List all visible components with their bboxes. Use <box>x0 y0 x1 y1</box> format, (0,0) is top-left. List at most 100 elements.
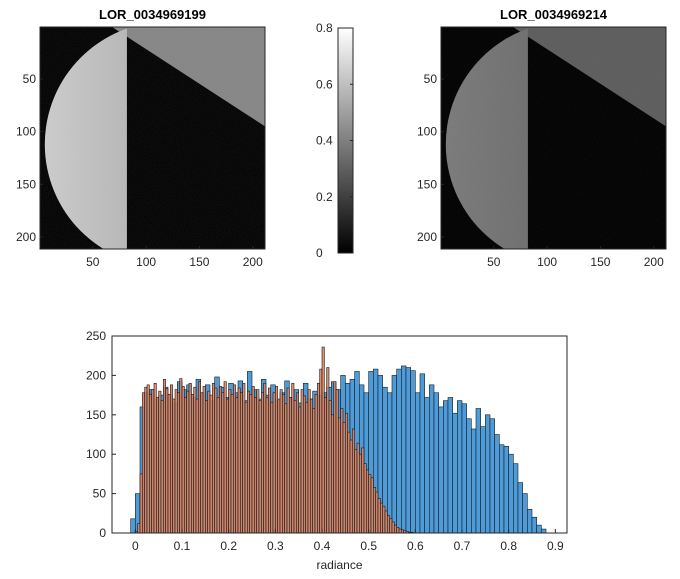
x-tick-label: 0.8 <box>500 539 517 553</box>
histogram: 0 0.1 0.2 0.3 0.4 0.5 0.6 0.7 0.8 0.9 0 50 100 150 20… <box>86 329 568 572</box>
histogram-bar <box>212 382 215 534</box>
histogram-bar <box>233 384 236 534</box>
histogram-bar <box>296 392 299 534</box>
histogram-bar <box>338 417 341 534</box>
histogram-bar <box>317 382 320 534</box>
histogram-bar <box>349 439 353 534</box>
histogram-bar <box>531 516 537 534</box>
histogram-bar <box>137 523 141 534</box>
histogram-bar <box>536 524 542 534</box>
image-panel-2: LOR_0034969214 50 100 150 200 50 100 150 200 <box>417 7 667 269</box>
histogram-bar <box>310 398 313 534</box>
y-tick-label: 250 <box>86 329 106 343</box>
x-tick-label: 100 <box>136 255 156 269</box>
histogram-bar <box>165 388 169 534</box>
histogram-bar <box>415 392 421 534</box>
histogram-bar <box>177 392 180 534</box>
histogram-bar <box>424 397 430 534</box>
histogram-bar <box>193 386 197 534</box>
histogram-bar <box>433 392 439 534</box>
colorbar-tick-label: 0 <box>316 246 323 260</box>
histogram-bar <box>522 493 528 534</box>
histogram-bar <box>240 392 243 534</box>
y-tick-label: 200 <box>86 368 106 382</box>
histogram-bar <box>223 381 227 534</box>
x-tick-label: 0.3 <box>267 539 284 553</box>
histogram-bar <box>354 449 358 534</box>
histogram-series-orange <box>135 346 414 534</box>
histogram-bar <box>160 400 164 534</box>
image-panel-1: LOR_0034969199 50 100 150 200 50 100 150 200 <box>16 7 266 269</box>
histogram-bar <box>230 394 234 534</box>
histogram-bar <box>130 518 136 534</box>
histogram-bar <box>513 463 519 534</box>
histogram-bar <box>347 431 351 534</box>
histogram-bar <box>359 453 362 534</box>
image-1-frame <box>39 26 266 250</box>
x-tick-label: 100 <box>537 255 557 269</box>
image-1-title: LOR_0034969199 <box>99 7 206 22</box>
y-tick-label: 100 <box>16 125 36 139</box>
y-tick-label: 0 <box>99 526 106 540</box>
y-tick-label: 200 <box>16 230 36 244</box>
x-tick-label: 0.5 <box>360 539 377 553</box>
histogram-bar <box>174 389 178 534</box>
colorbar-tick-label: 0.8 <box>316 21 333 35</box>
histogram-bar <box>139 473 143 534</box>
histogram-bar <box>382 505 386 534</box>
x-tick-label: 150 <box>590 255 610 269</box>
histogram-bar <box>214 387 218 534</box>
histogram-bar <box>489 418 495 534</box>
x-tick-label: 200 <box>243 255 263 269</box>
histogram-bar <box>216 397 220 534</box>
histogram-bar <box>508 453 514 534</box>
histogram-bar <box>249 394 253 534</box>
x-tick-label: 0.9 <box>547 539 564 553</box>
histogram-bar <box>377 498 381 534</box>
histogram-bar <box>333 381 337 534</box>
histogram-bar <box>291 382 295 534</box>
histogram-bar <box>305 401 309 534</box>
histogram-bar <box>282 394 285 534</box>
histogram-bar <box>268 387 271 534</box>
histogram-bar <box>186 390 190 534</box>
x-tick-label: 0.6 <box>407 539 424 553</box>
histogram-bar <box>312 408 316 534</box>
x-tick-label: 0.4 <box>314 539 331 553</box>
histogram-bar <box>326 367 330 534</box>
histogram-bar <box>387 515 390 534</box>
histogram-bar <box>391 521 395 534</box>
x-tick-label: 0.7 <box>454 539 471 553</box>
histogram-bar <box>170 384 173 534</box>
histogram-bar <box>284 403 288 534</box>
histogram-bar <box>293 400 297 534</box>
histogram-bar <box>219 386 222 534</box>
histogram-bar <box>517 482 523 534</box>
histogram-bar <box>172 398 176 534</box>
y-tick-label: 150 <box>86 408 106 422</box>
histogram-bar <box>494 434 500 534</box>
y-tick-label: 50 <box>93 487 107 501</box>
x-tick-label: 200 <box>644 255 664 269</box>
x-tick-label: 0.1 <box>174 539 191 553</box>
histogram-bar <box>303 395 306 534</box>
colorbar-tick-label: 0.2 <box>316 190 333 204</box>
histogram-bar <box>429 384 435 534</box>
histogram-bar <box>328 400 332 534</box>
histogram-bar <box>261 392 264 534</box>
histogram-bar <box>142 392 145 534</box>
y-tick-label: 100 <box>86 447 106 461</box>
histogram-bar <box>198 381 201 534</box>
histogram-bar <box>184 397 187 534</box>
histogram-bar <box>541 528 547 534</box>
y-tick-label: 150 <box>417 177 437 191</box>
histogram-bar <box>242 382 246 534</box>
histogram-bar <box>342 422 346 534</box>
y-tick-label: 100 <box>417 125 437 139</box>
histogram-bar <box>286 387 290 534</box>
histogram-bar <box>366 469 369 534</box>
histogram-bar <box>149 394 152 534</box>
histogram-bar <box>205 400 208 534</box>
histogram-bar <box>335 389 339 534</box>
